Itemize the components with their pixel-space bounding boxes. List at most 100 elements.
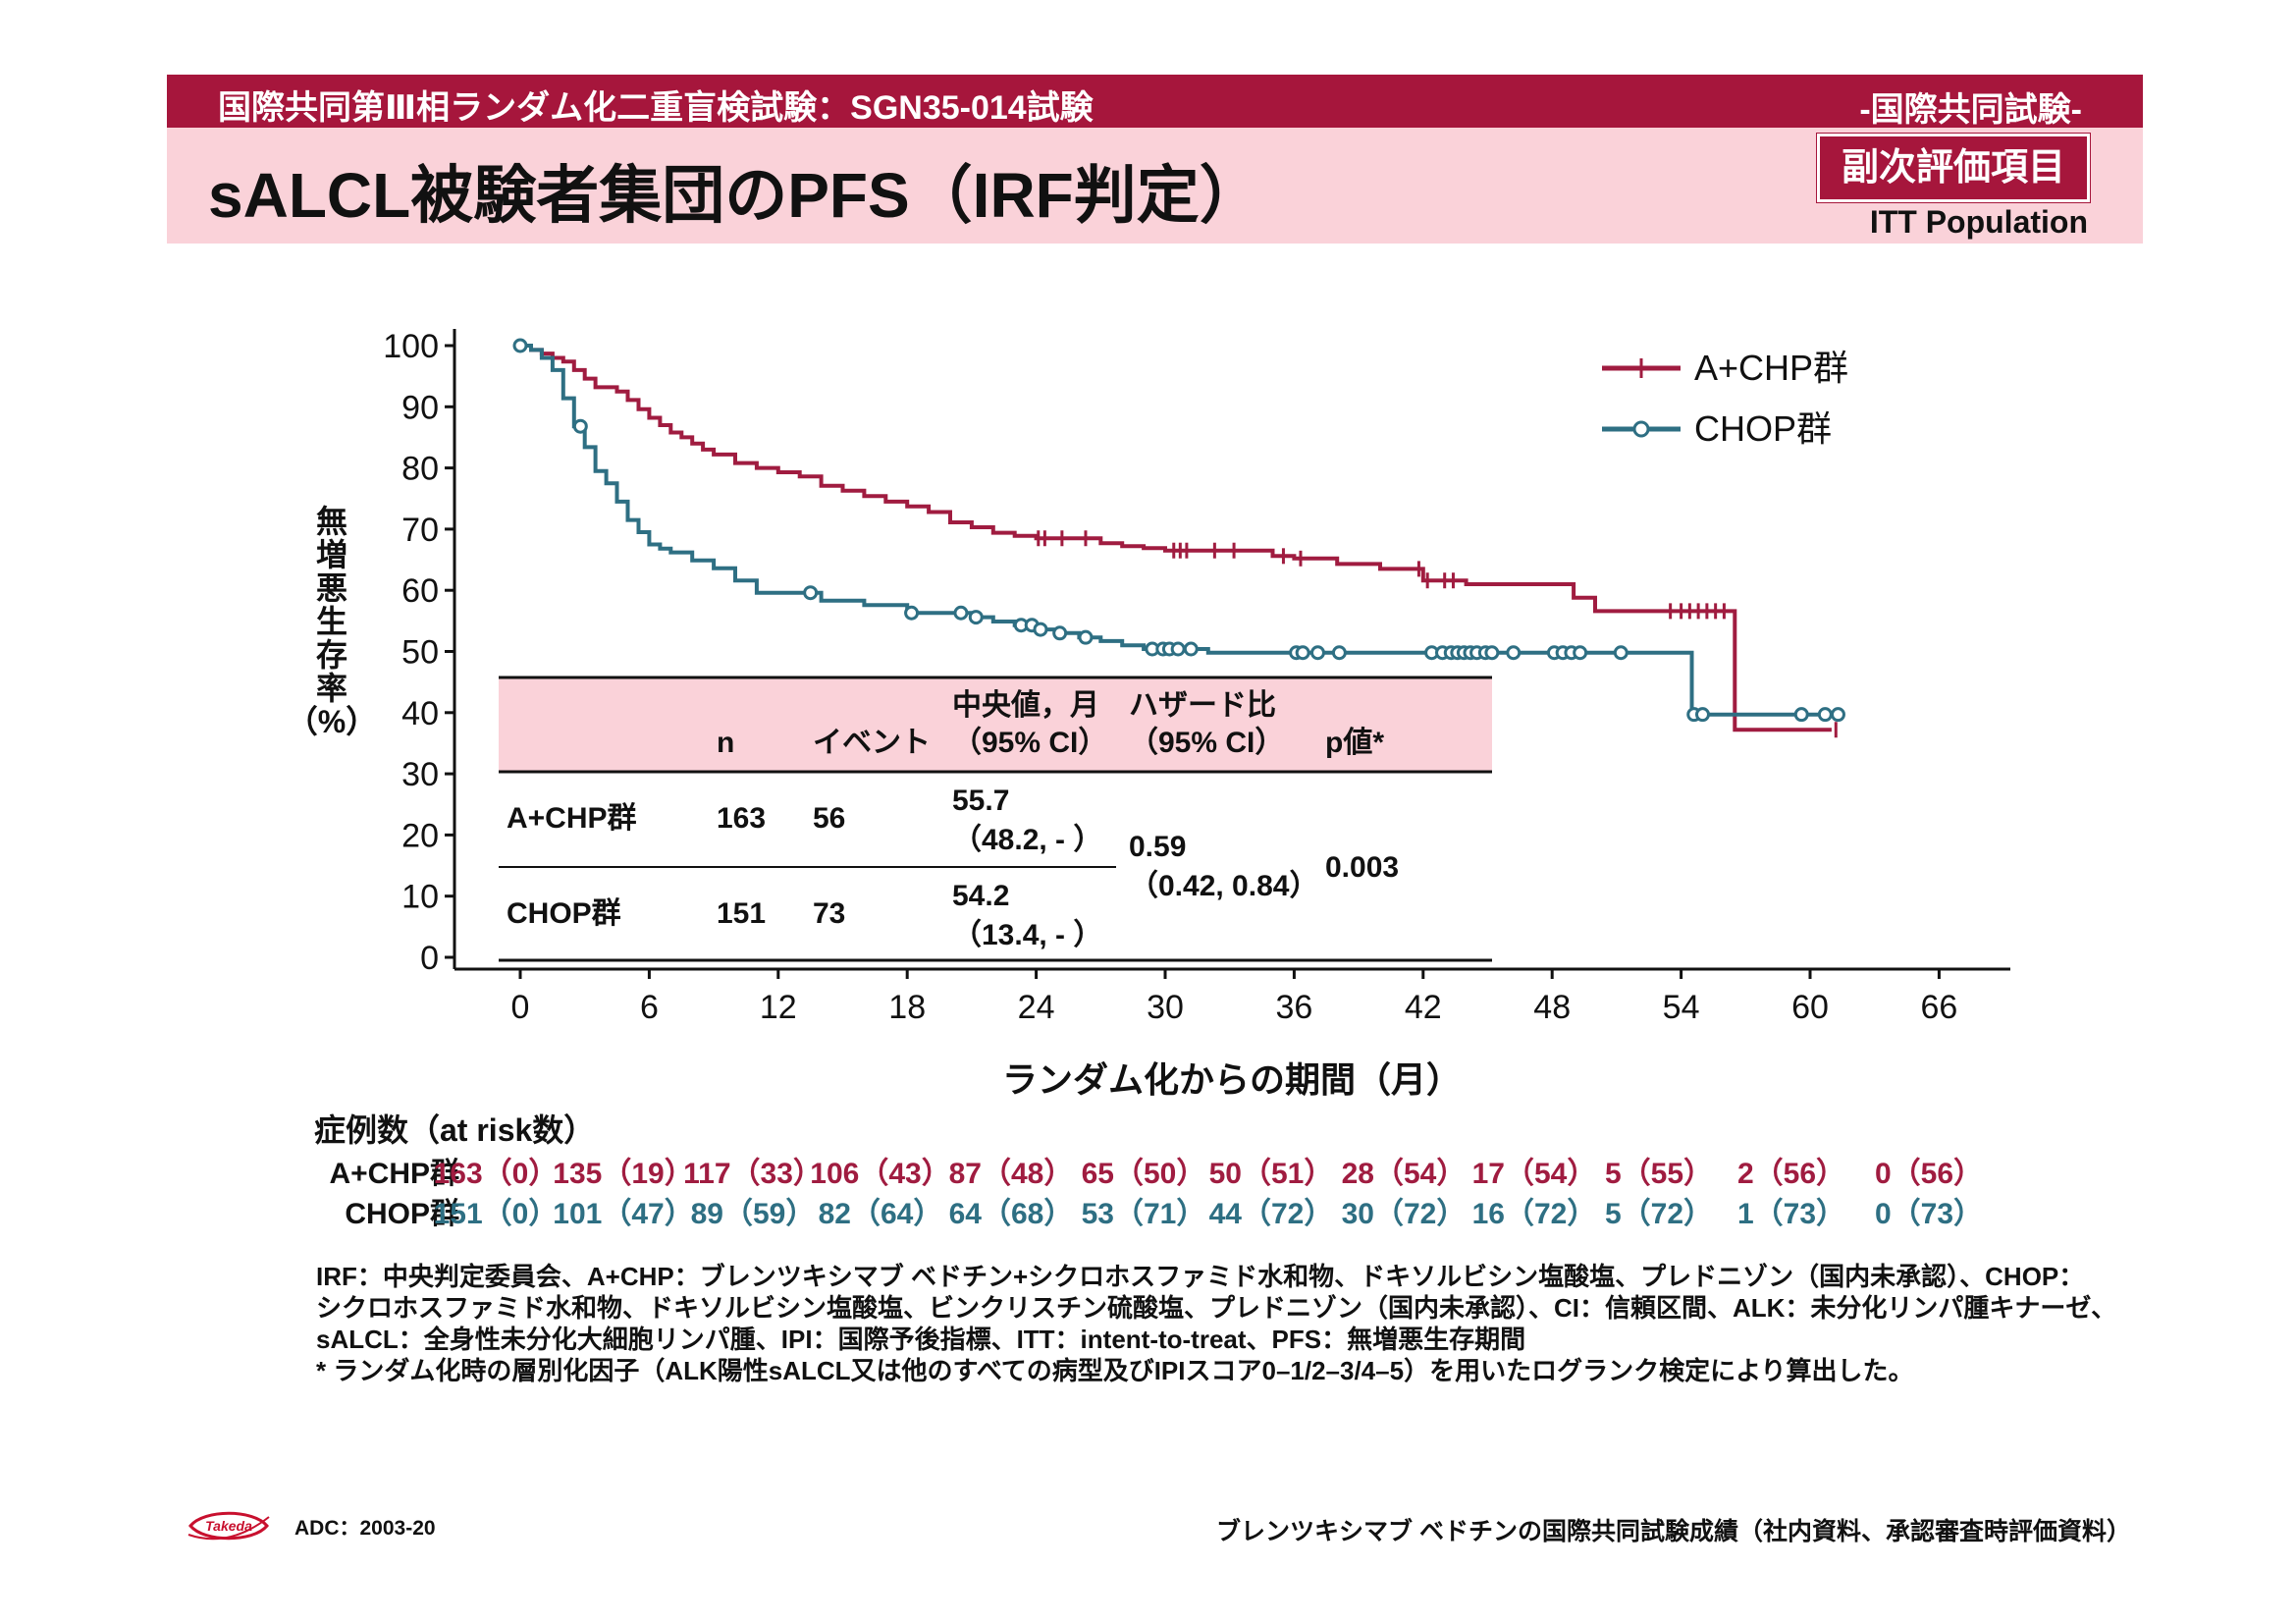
at-risk-cell: 89（59） xyxy=(691,1197,816,1230)
chop-curve xyxy=(520,344,1832,717)
chop-censor-mark xyxy=(953,605,969,621)
inset-group-label: A+CHP群 xyxy=(507,802,637,835)
x-tick-label: 0 xyxy=(511,989,530,1026)
footnote-line-4: * ランダム化時の層別化因子（ALK陽性sALCL又は他のすべての病型及びIPI… xyxy=(316,1356,1914,1385)
hazard-ratio-value: 0.59 xyxy=(1129,831,1186,863)
inset-header-cell: イベント xyxy=(813,727,931,759)
slide-title: sALCL被験者集団のPFS（IRF判定） xyxy=(208,160,1262,231)
title-band: sALCL被験者集団のPFS（IRF判定） 副次評価項目 ITT Populat… xyxy=(167,128,2143,244)
y-axis-title-char: 無 xyxy=(316,504,347,539)
at-risk-cell: 16（72） xyxy=(1472,1197,1597,1230)
y-tick-label: 80 xyxy=(401,451,439,488)
footnote-line-1: IRF：中央判定委員会、A+CHP：ブレンツキシマブ ベドチン+シクロホスファミ… xyxy=(316,1262,2085,1291)
top-banner: 国際共同第Ⅲ相ランダム化二重盲検試験：SGN35-014試験 -国際共同試験- xyxy=(167,75,2143,129)
chop-censor-mark xyxy=(1506,645,1522,661)
y-tick-label: 90 xyxy=(401,389,439,426)
inset-header-cell: 中央値，月 xyxy=(952,689,1099,722)
chop-censor-mark xyxy=(1793,707,1809,723)
chop-censor-mark xyxy=(1331,645,1347,661)
takeda-logo: Takeda xyxy=(187,1511,270,1541)
at-risk-cell: 53（71） xyxy=(1082,1197,1206,1230)
x-tick-label: 6 xyxy=(640,989,659,1026)
legend-label: A+CHP群 xyxy=(1694,348,1848,388)
y-axis-title-char: 率 xyxy=(316,671,347,706)
at-risk-cell: 151（0） xyxy=(434,1197,559,1230)
chop-censor-mark xyxy=(1573,645,1588,661)
source-citation: ブレンツキシマブ ベドチンの国際共同試験成績（社内資料、承認審査時評価資料） xyxy=(1216,1518,2131,1545)
hazard-ratio-ci: （0.42, 0.84） xyxy=(1129,869,1318,902)
at-risk-cell: 28（54） xyxy=(1342,1157,1467,1190)
inset-median-ci: （13.4, - ） xyxy=(952,918,1102,951)
inset-median-ci: （48.2, - ） xyxy=(952,823,1102,856)
y-axis-title-char: （%） xyxy=(287,704,377,739)
inset-group-label: CHOP群 xyxy=(507,897,621,930)
at-risk-cell: 44（72） xyxy=(1209,1197,1334,1230)
inset-events-value: 56 xyxy=(813,802,845,835)
x-tick-label: 24 xyxy=(1018,989,1055,1026)
y-tick-label: 60 xyxy=(401,572,439,610)
at-risk-cell: 87（48） xyxy=(949,1157,1074,1190)
inset-header-cell: n xyxy=(717,727,734,759)
x-tick-label: 36 xyxy=(1275,989,1312,1026)
y-tick-label: 30 xyxy=(401,756,439,793)
chop-censor-mark xyxy=(572,418,588,434)
at-risk-title: 症例数（at risk数） xyxy=(314,1112,595,1148)
y-tick-label: 20 xyxy=(401,817,439,854)
x-axis-title: ランダム化からの期間（月） xyxy=(1002,1059,1462,1100)
legend-label: CHOP群 xyxy=(1694,408,1832,449)
at-risk-cell: 5（72） xyxy=(1605,1197,1713,1230)
x-tick-label: 60 xyxy=(1791,989,1829,1026)
at-risk-cell: 64（68） xyxy=(949,1197,1074,1230)
at-risk-cell: 1（73） xyxy=(1737,1197,1845,1230)
inset-n-value: 163 xyxy=(717,802,766,835)
at-risk-cell: 163（0） xyxy=(434,1157,559,1190)
chop-censor-mark xyxy=(1033,622,1048,637)
at-risk-cell: 0（56） xyxy=(1875,1157,1983,1190)
x-tick-label: 12 xyxy=(760,989,797,1026)
chart-axes: 0 10 20 30 40 50 60 70 80 90 100 0 6 12 18 24 30 36 42 48 54… xyxy=(287,328,2010,1100)
km-curves xyxy=(512,338,1845,738)
chop-censor-mark xyxy=(512,338,528,353)
at-risk-cell: 17（54） xyxy=(1472,1157,1597,1190)
chop-censor-mark xyxy=(1078,629,1094,645)
y-tick-label: 70 xyxy=(401,512,439,549)
at-risk-cell: 50（51） xyxy=(1209,1157,1334,1190)
chop-censor-mark xyxy=(1817,707,1833,723)
chop-censor-mark xyxy=(1695,707,1710,723)
chop-censor-mark xyxy=(1613,645,1629,661)
y-axis-title-char: 生 xyxy=(316,604,347,639)
chop-censor-mark xyxy=(1484,645,1500,661)
secondary-endpoint-badge: 副次評価項目 xyxy=(1816,134,2090,202)
at-risk-cell: 2（56） xyxy=(1737,1157,1845,1190)
chart-legend: A+CHP群 CHOP群 xyxy=(1602,348,1848,449)
at-risk-cell: 82（64） xyxy=(819,1197,943,1230)
at-risk-cell: 65（50） xyxy=(1082,1157,1206,1190)
chop-censor-mark xyxy=(1830,707,1845,723)
x-tick-label: 54 xyxy=(1663,989,1700,1026)
y-tick-label: 100 xyxy=(383,328,439,365)
chop-censor-mark xyxy=(803,585,819,601)
inset-median-value: 55.7 xyxy=(952,785,1009,817)
at-risk-cell: 30（72） xyxy=(1342,1197,1467,1230)
logo-wordmark: Takeda xyxy=(205,1518,252,1534)
chop-censor-mark xyxy=(904,605,920,621)
inset-n-value: 151 xyxy=(717,897,766,930)
achp-curve xyxy=(520,344,1832,732)
footnote-line-3: sALCL：全身性未分化大細胞リンパ腫、IPI：国際予後指標、ITT：inten… xyxy=(316,1325,1526,1354)
inset-header-cell: （95% CI） xyxy=(952,726,1107,759)
y-tick-label: 10 xyxy=(401,879,439,916)
x-tick-label: 48 xyxy=(1533,989,1571,1026)
chop-censor-mark xyxy=(1295,645,1310,661)
at-risk-cell: 5（55） xyxy=(1605,1157,1713,1190)
chop-censor-mark xyxy=(1183,641,1199,657)
inset-header-cell: （95% CI） xyxy=(1129,726,1284,759)
x-tick-label: 30 xyxy=(1147,989,1184,1026)
inset-header-cell: ハザード比 xyxy=(1129,689,1276,722)
at-risk-row-label: A+CHP群 xyxy=(329,1158,459,1190)
x-tick-label: 42 xyxy=(1405,989,1442,1026)
y-axis-title-char: 存 xyxy=(316,637,347,673)
international-study-label: -国際共同試験- xyxy=(1859,91,2082,129)
inset-header-cell: p値* xyxy=(1325,727,1384,759)
